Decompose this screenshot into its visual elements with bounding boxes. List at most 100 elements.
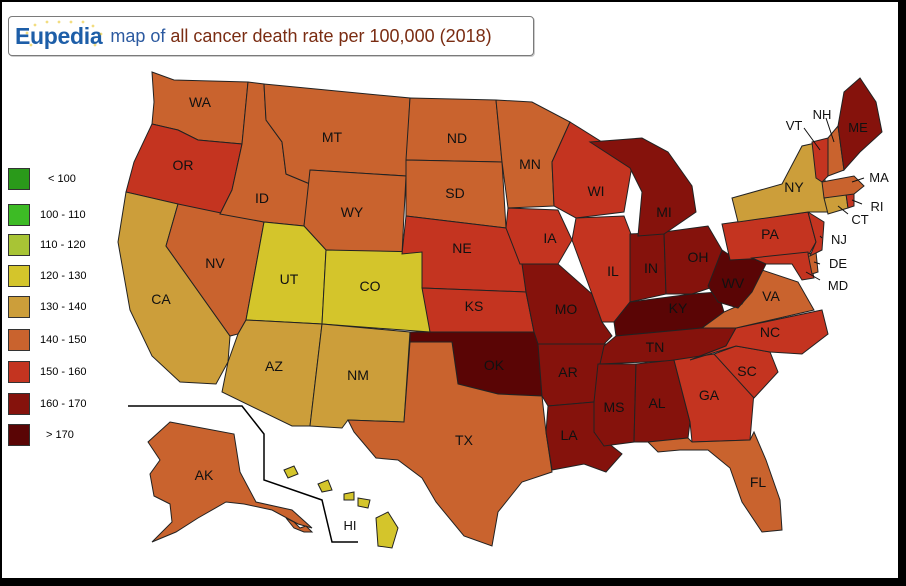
label-nc: NC bbox=[760, 324, 780, 340]
legend-swatch bbox=[8, 296, 30, 318]
legend-item: 130 - 140 bbox=[8, 296, 128, 318]
label-nh: NH bbox=[813, 107, 832, 122]
label-wa: WA bbox=[189, 94, 212, 110]
state-ma[interactable] bbox=[821, 175, 865, 199]
title-box: Eupedia map of all cancer death rate per… bbox=[8, 16, 534, 56]
legend-item: 140 - 150 bbox=[8, 329, 128, 351]
legend-item: 160 - 170 bbox=[8, 393, 128, 415]
label-vt: VT bbox=[786, 118, 803, 133]
legend-swatch bbox=[8, 361, 30, 383]
label-il: IL bbox=[607, 263, 619, 279]
legend-swatch bbox=[8, 265, 30, 287]
legend-label: < 100 bbox=[48, 173, 76, 185]
alaska-islands bbox=[285, 517, 314, 533]
title-highlight: all cancer death rate per 100,000 (2018) bbox=[170, 25, 492, 46]
legend-item: 110 - 120 bbox=[8, 234, 128, 256]
state-fl[interactable] bbox=[646, 430, 783, 533]
label-nv: NV bbox=[205, 255, 225, 271]
label-mt: MT bbox=[322, 129, 343, 145]
label-ca: CA bbox=[151, 291, 171, 307]
hawaii-island-4 bbox=[357, 497, 371, 509]
state-me[interactable] bbox=[837, 77, 883, 172]
title-prefix: map of bbox=[110, 25, 171, 46]
legend-label: 130 - 140 bbox=[40, 301, 87, 313]
label-la: LA bbox=[560, 427, 578, 443]
hawaii-island-1 bbox=[283, 465, 299, 479]
label-sc: SC bbox=[737, 363, 756, 379]
state-tx[interactable] bbox=[347, 341, 553, 547]
legend-label: 100 - 110 bbox=[40, 209, 86, 221]
label-me: ME bbox=[848, 120, 868, 135]
state-nc[interactable] bbox=[689, 309, 829, 361]
legend-label: 160 - 170 bbox=[40, 398, 87, 410]
label-nd: ND bbox=[447, 130, 467, 146]
label-fl: FL bbox=[750, 474, 767, 490]
map-title: map of all cancer death rate per 100,000… bbox=[110, 26, 491, 47]
label-de: DE bbox=[829, 256, 847, 271]
label-pa: PA bbox=[761, 226, 779, 242]
state-mi[interactable] bbox=[588, 137, 697, 237]
label-ma: MA bbox=[869, 170, 889, 185]
state-wi[interactable] bbox=[551, 121, 635, 219]
label-nm: NM bbox=[347, 367, 369, 383]
legend-label: > 170 bbox=[46, 429, 74, 441]
label-or: OR bbox=[173, 157, 194, 173]
logo-text: Eupedia bbox=[15, 22, 103, 49]
label-wi: WI bbox=[587, 183, 604, 199]
label-ok: OK bbox=[484, 357, 505, 373]
state-va[interactable] bbox=[700, 269, 815, 329]
legend-label: 120 - 130 bbox=[40, 270, 87, 282]
legend-swatch bbox=[8, 329, 30, 351]
legend-swatch bbox=[8, 204, 30, 226]
state-nj[interactable] bbox=[807, 210, 825, 258]
legend-item: 100 - 110 bbox=[8, 204, 128, 226]
state-ak[interactable] bbox=[147, 421, 313, 543]
state-vt[interactable] bbox=[811, 137, 829, 183]
legend-item: 120 - 130 bbox=[8, 265, 128, 287]
label-ct: CT bbox=[851, 212, 868, 227]
label-ne: NE bbox=[452, 240, 471, 256]
label-va: VA bbox=[762, 288, 780, 304]
legend-item: < 100 bbox=[8, 168, 128, 190]
legend-swatch bbox=[8, 393, 30, 415]
legend-swatch bbox=[8, 424, 30, 446]
label-wv: WV bbox=[722, 275, 745, 291]
label-ny: NY bbox=[784, 179, 804, 195]
label-mn: MN bbox=[519, 156, 541, 172]
label-mo: MO bbox=[555, 301, 578, 317]
label-tn: TN bbox=[646, 339, 665, 355]
label-mi: MI bbox=[656, 204, 672, 220]
legend-item: > 170 bbox=[8, 424, 128, 446]
legend-label: 140 - 150 bbox=[40, 334, 87, 346]
label-ak: AK bbox=[195, 467, 214, 483]
label-ks: KS bbox=[465, 298, 484, 314]
label-al: AL bbox=[648, 395, 665, 411]
inset-divider bbox=[128, 405, 358, 543]
label-co: CO bbox=[360, 278, 381, 294]
label-hi: HI bbox=[344, 518, 357, 533]
eupedia-logo[interactable]: Eupedia bbox=[15, 20, 103, 50]
label-ky: KY bbox=[669, 300, 688, 316]
hawaii-island-2 bbox=[317, 479, 333, 493]
legend-item: 150 - 160 bbox=[8, 361, 128, 383]
label-sd: SD bbox=[445, 185, 464, 201]
legend-label: 150 - 160 bbox=[40, 366, 87, 378]
label-ms: MS bbox=[604, 399, 625, 415]
label-ut: UT bbox=[280, 271, 299, 287]
state-md[interactable] bbox=[750, 251, 815, 281]
state-hi[interactable] bbox=[375, 511, 399, 549]
label-nj: NJ bbox=[831, 232, 847, 247]
legend-swatch bbox=[8, 234, 30, 256]
label-md: MD bbox=[828, 278, 848, 293]
state-ri[interactable] bbox=[845, 193, 855, 209]
label-oh: OH bbox=[688, 249, 709, 265]
legend-label: 110 - 120 bbox=[40, 239, 86, 251]
label-wy: WY bbox=[341, 204, 364, 220]
label-pointers bbox=[803, 117, 865, 281]
label-in: IN bbox=[644, 260, 658, 276]
label-az: AZ bbox=[265, 358, 283, 374]
label-ar: AR bbox=[558, 364, 577, 380]
label-id: ID bbox=[255, 190, 269, 206]
